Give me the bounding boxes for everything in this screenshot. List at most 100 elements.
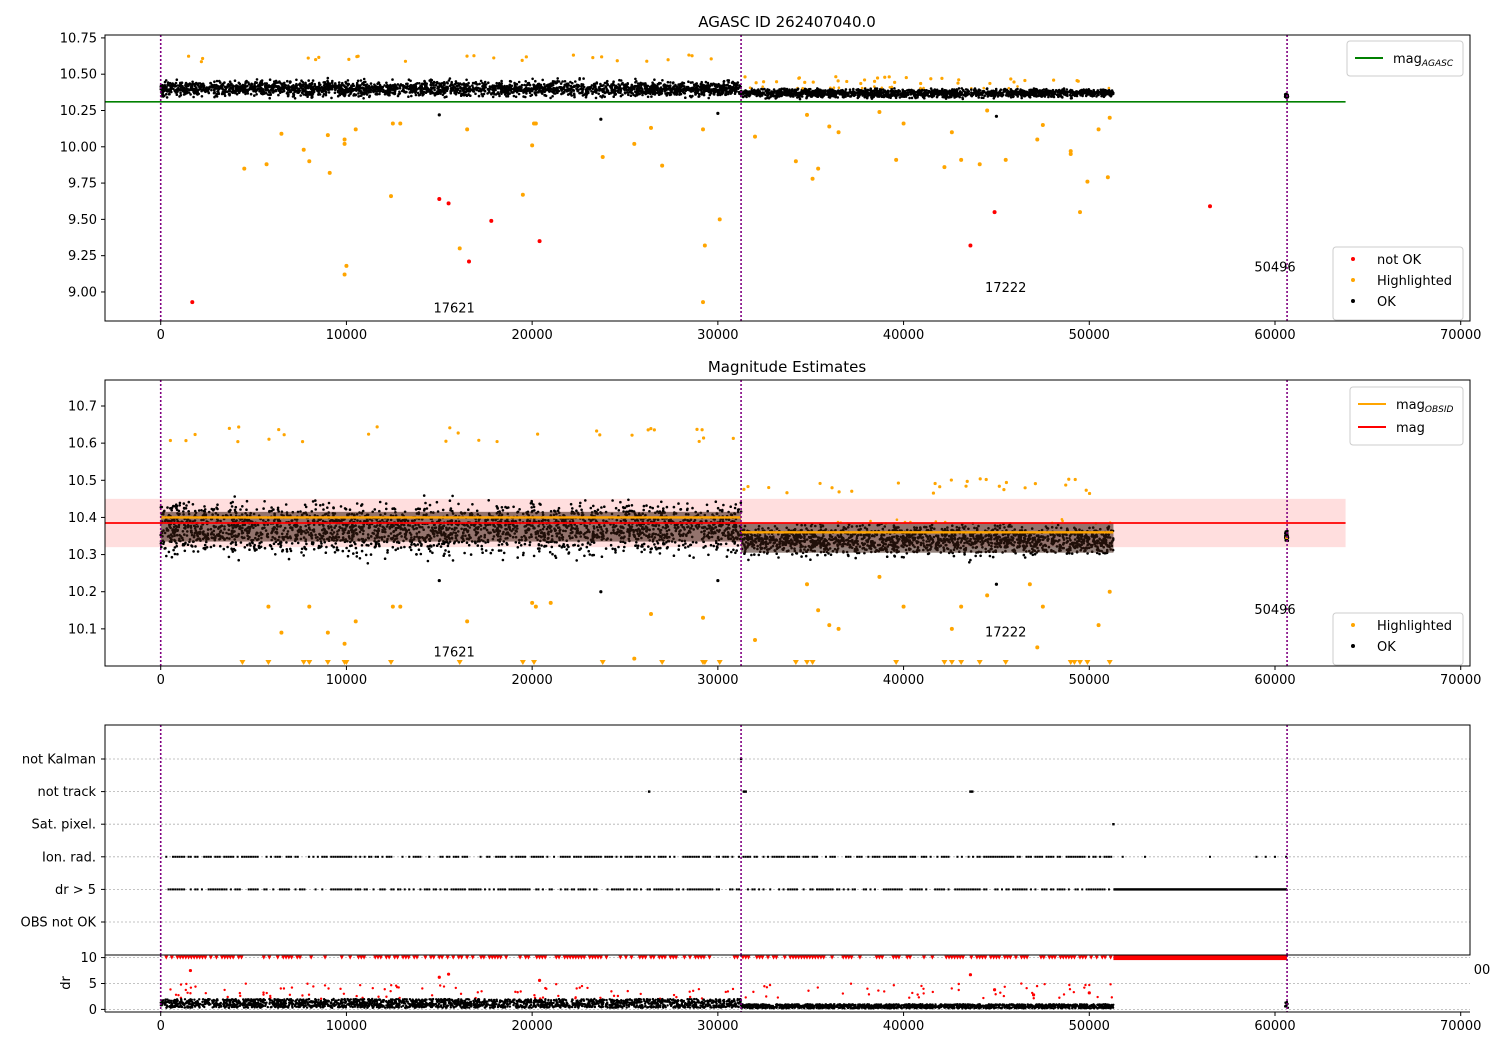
p1-ok-point [261, 88, 265, 91]
p1-ok-point [1036, 91, 1040, 94]
p1-ok-point [929, 87, 933, 90]
p1-ok-point [873, 93, 877, 97]
p1-ok-point [438, 84, 442, 88]
p1-ok-point [666, 80, 670, 84]
p1-ok-point [952, 94, 956, 98]
p1-ok-point [542, 83, 546, 86]
p1-ok-point [982, 86, 986, 90]
p1-xtick-label: 30000 [697, 328, 738, 343]
p1-highlighted-point [827, 124, 832, 129]
p1-ok-point [265, 82, 269, 85]
panel1-legend-lines[interactable]: magAGASC [1346, 40, 1464, 77]
p1-ok-point [559, 82, 563, 85]
p1-ok-point [626, 85, 629, 89]
p1-ok-point [359, 94, 362, 97]
p1-ok-point [534, 79, 537, 83]
p1-ok-point [630, 83, 634, 87]
p1-ok-point [434, 91, 438, 95]
p1-highlighted-point [761, 80, 766, 84]
p1-ok-point [1100, 94, 1103, 98]
p1-ok-point [534, 93, 538, 97]
p1-ok-point [477, 89, 481, 93]
p1-ok-point [856, 88, 859, 91]
p1-ok-point [863, 95, 866, 99]
p1-ok-point [864, 92, 868, 95]
p1-ok-point [959, 93, 963, 96]
p1-ok-point [404, 85, 408, 89]
p1-highlighted-point [615, 59, 619, 63]
p1-ok-point [993, 92, 996, 95]
p1-ok-point [310, 81, 314, 85]
p1-ok-point [288, 90, 292, 93]
p1-ok-point [764, 97, 767, 100]
p1-ok-point [401, 84, 405, 87]
p1-ok-point [514, 89, 518, 93]
p1-ok-point [498, 94, 501, 98]
p1-ok-point [346, 87, 350, 90]
p1-highlighted-point [872, 79, 877, 83]
p1-highlighted-point [793, 159, 798, 164]
p1-ok-point [357, 95, 360, 98]
p1-highlighted-point [1107, 115, 1112, 120]
p1-ok-point [274, 88, 278, 92]
p1-highlighted-point [398, 121, 403, 126]
p1-highlighted-point [956, 81, 960, 85]
p1-ok-point [1015, 88, 1018, 91]
p1-ok-point [572, 89, 576, 92]
p2-ok-point [415, 553, 418, 556]
p2-ok-point [227, 555, 231, 559]
p1-ok-point [900, 93, 903, 97]
p1-ok-point [972, 92, 976, 95]
magnitude-estimates-panel: Magnitude Estimates 0 10000 20000 30000 4000… [68, 358, 1481, 688]
p1-highlighted-point [317, 55, 321, 59]
p1-ok-point [736, 83, 739, 87]
p1-ok-point [775, 94, 778, 98]
p1-ok-point [753, 92, 757, 95]
p1-ok-point [700, 89, 703, 93]
p1-ok-point [748, 86, 752, 89]
p1-ok-point [283, 83, 287, 87]
p1-ok-point [1020, 92, 1024, 95]
p1-ok-point [286, 94, 290, 98]
p2-ok-point [730, 550, 733, 554]
p1-ok-point [1009, 88, 1013, 91]
p1-highlighted-point [887, 75, 891, 79]
p1-ok-point [893, 87, 896, 90]
p1-ok-point [928, 90, 931, 93]
p1-xtick-label: 20000 [511, 328, 552, 343]
p1-highlighted-point [327, 170, 332, 175]
p1-ok-point [1011, 92, 1015, 96]
p1-ok-point [652, 89, 656, 92]
p1-ok-point [207, 91, 211, 95]
p1-ok-point [304, 81, 307, 85]
p1-ok-point [627, 88, 630, 92]
p1-ok-point [633, 84, 637, 88]
p1-ok-point [342, 93, 346, 97]
p1-ok-point [634, 77, 637, 81]
p1-ok-point [528, 91, 532, 94]
p1-ok-point [602, 89, 605, 92]
p1-ok-point [727, 81, 730, 84]
p1-highlighted-point [803, 80, 807, 84]
p1-ok-point [635, 80, 638, 83]
p1-ok-point [191, 80, 194, 84]
p1-ok-point [267, 84, 271, 87]
p1-ok-point [467, 81, 470, 85]
p1-ok-point [213, 80, 216, 83]
p1-ok-point [828, 94, 832, 97]
p1-ok-point [414, 85, 417, 88]
p1-ok-point [389, 85, 393, 88]
p1-ok-point [774, 97, 777, 100]
p1-highlighted-point [988, 81, 992, 86]
p1-ok-point [1073, 93, 1076, 96]
p1-ok-point [333, 91, 337, 95]
p1-ok-point [673, 87, 676, 91]
p1-ok-point [182, 93, 186, 96]
p1-ok-point [209, 82, 213, 85]
p1-ok-point [669, 81, 672, 84]
p1-ok-point [836, 91, 839, 95]
p1-ok-point [238, 89, 242, 93]
p1-highlighted-point [816, 166, 821, 171]
p2-ok-point [361, 509, 365, 513]
